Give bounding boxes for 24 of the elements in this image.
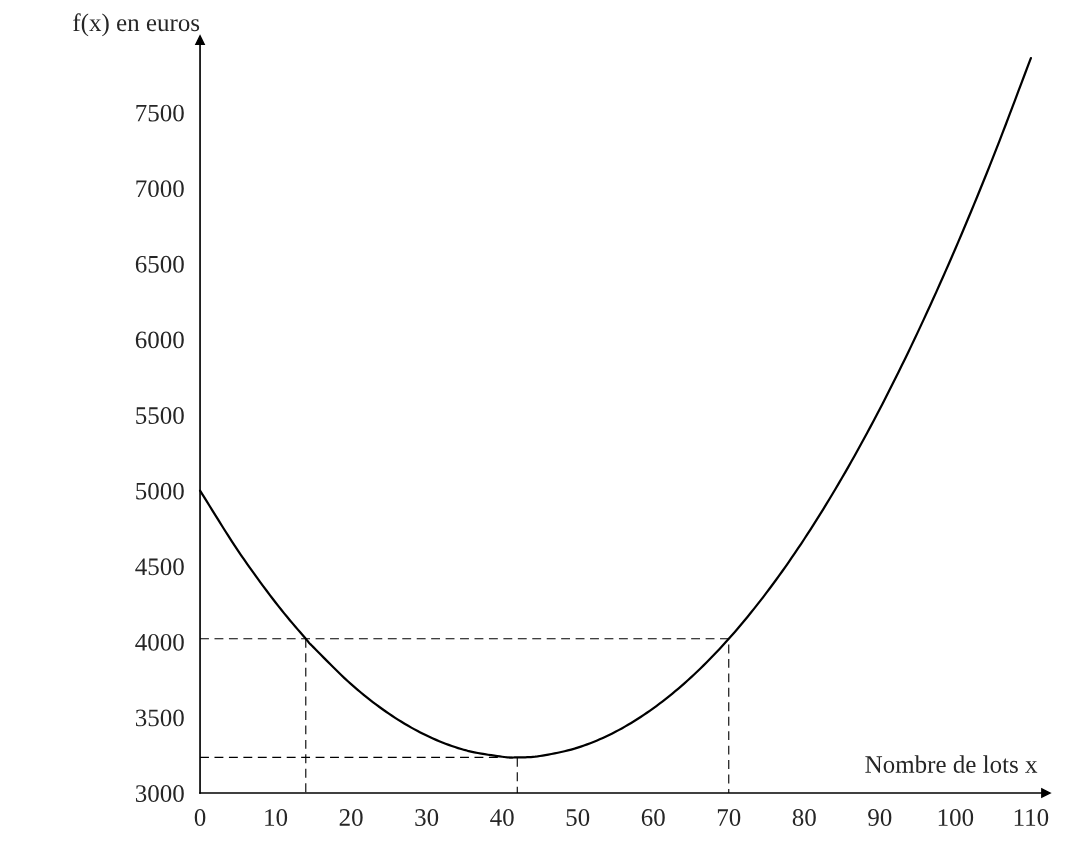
x-tick-label: 90 xyxy=(868,809,892,826)
y-tick-label: 4000 xyxy=(135,633,184,651)
x-tick-label: 30 xyxy=(415,809,439,826)
x-tick-label: 110 xyxy=(1014,809,1049,826)
x-tick-label: 40 xyxy=(490,809,514,826)
y-tick-label: 6000 xyxy=(135,331,184,349)
y-tick-label: 5000 xyxy=(136,482,184,500)
y-tick-label: 5500 xyxy=(136,407,184,424)
x-tick-label: 70 xyxy=(717,809,741,826)
x-tick-label: 100 xyxy=(938,809,974,826)
y-tick-label: 7000 xyxy=(136,180,184,198)
y-tick-label: 6500 xyxy=(135,255,184,273)
y-tick-label: 3000 xyxy=(135,785,184,802)
x-tick-label: 20 xyxy=(339,809,363,826)
x-tick-label: 50 xyxy=(566,809,590,826)
y-tick-label: 7500 xyxy=(136,104,184,122)
y-axis-title: f(x) en euros xyxy=(73,13,200,37)
y-tick-label: 3500 xyxy=(135,709,184,727)
x-tick-label: 60 xyxy=(641,809,665,826)
x-tick-label: 10 xyxy=(265,809,288,826)
x-tick-label: 0 xyxy=(194,809,206,826)
x-axis-title: Nombre de lots x xyxy=(865,755,1038,773)
y-tick-label: 4500 xyxy=(135,558,184,576)
x-tick-label: 80 xyxy=(792,809,816,826)
